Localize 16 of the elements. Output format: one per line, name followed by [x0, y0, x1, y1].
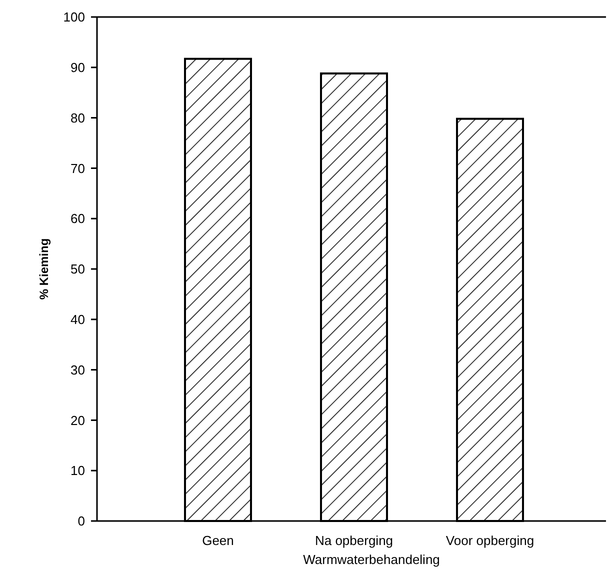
- y-tick-label: 70: [70, 160, 85, 176]
- y-tick-label: 30: [70, 362, 85, 378]
- y-tick-label: 50: [70, 262, 85, 277]
- y-tick-label: 80: [70, 110, 85, 126]
- x-axis-title: Warmwaterbehandeling: [303, 552, 440, 567]
- y-tick-label: 10: [70, 463, 85, 478]
- x-tick-label: Na opberging: [314, 533, 394, 548]
- y-tick-label: 20: [70, 412, 85, 428]
- y-tick-label: 90: [70, 60, 85, 75]
- y-tick-label: 0: [78, 514, 85, 529]
- y-axis-title: % Kieming: [37, 238, 51, 300]
- y-tick-label: 100: [63, 10, 85, 25]
- y-tick-label: 60: [70, 211, 85, 226]
- x-tick-label: Voor opberging: [446, 533, 534, 548]
- x-tick-label: Geen: [202, 533, 234, 548]
- y-tick-label: 40: [70, 312, 85, 327]
